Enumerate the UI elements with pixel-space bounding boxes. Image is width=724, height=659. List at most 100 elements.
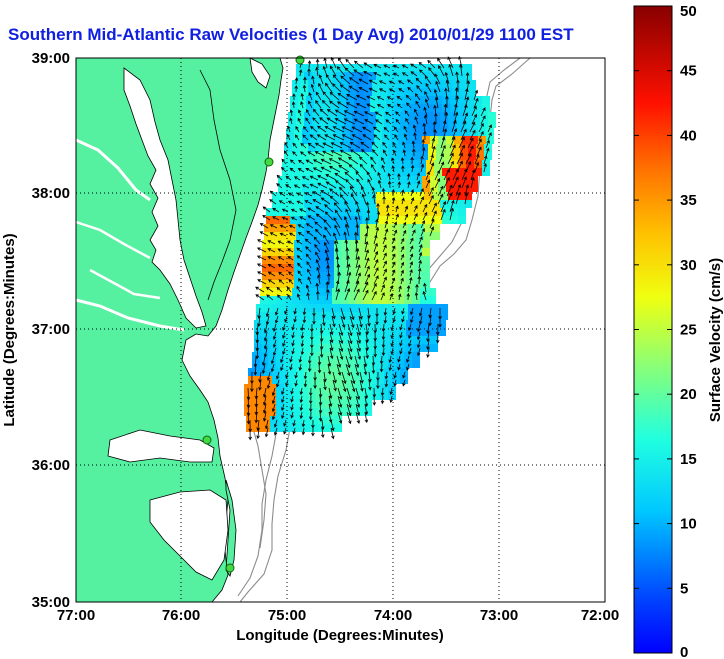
velocity-arrow [343, 110, 356, 117]
velocity-cell [392, 232, 400, 240]
velocity-cell [316, 152, 324, 160]
velocity-arrow [277, 256, 285, 261]
velocity-arrow [435, 80, 441, 93]
velocity-cell [430, 344, 438, 352]
velocity-cell [442, 160, 450, 168]
velocity-cell [366, 336, 374, 344]
green-circle-icon [264, 157, 274, 167]
velocity-arrow [306, 261, 312, 269]
velocity-cell [270, 336, 278, 344]
velocity-cell [368, 312, 376, 320]
velocity-arrow [310, 83, 315, 93]
velocity-cell [446, 128, 454, 136]
velocity-cell [366, 328, 374, 336]
velocity-cell [270, 256, 278, 264]
velocity-arrow [318, 411, 323, 422]
velocity-cell [410, 96, 418, 104]
velocity-arrow [308, 100, 313, 109]
velocity-cell [354, 104, 362, 112]
velocity-cell [310, 176, 318, 184]
velocity-arrow [337, 157, 350, 165]
velocity-arrow [465, 72, 470, 85]
velocity-cell [342, 256, 350, 264]
velocity-arrow [359, 371, 364, 384]
velocity-cell [252, 384, 260, 392]
velocity-cell [344, 72, 352, 80]
velocity-arrow [406, 172, 411, 181]
velocity-cell [374, 248, 382, 256]
velocity-arrow [401, 72, 409, 77]
velocity-arrow [310, 125, 318, 133]
velocity-cell [336, 192, 344, 200]
velocity-arrow [400, 237, 405, 245]
velocity-arrow [315, 282, 320, 293]
velocity-arrow [315, 58, 320, 69]
velocity-arrow [298, 159, 305, 165]
velocity-cell [410, 104, 418, 112]
velocity-cell [418, 96, 426, 104]
velocity-cell [412, 296, 420, 304]
velocity-arrow [364, 232, 368, 245]
velocity-arrow [389, 285, 394, 293]
velocity-arrow [293, 176, 301, 181]
velocity-arrow [278, 200, 286, 205]
velocity-arrow [269, 199, 277, 205]
velocity-arrow [379, 363, 384, 373]
velocity-cell [460, 144, 468, 152]
velocity-cell [436, 152, 444, 160]
velocity-cell [448, 112, 456, 120]
velocity-arrow [382, 195, 386, 205]
velocity-cell [404, 80, 412, 88]
velocity-arrow [340, 75, 351, 85]
velocity-cell [398, 256, 406, 264]
velocity-cell [474, 104, 482, 112]
velocity-arrow [373, 259, 379, 269]
velocity-arrow [353, 118, 365, 125]
velocity-arrow [329, 188, 340, 197]
velocity-arrow [385, 111, 392, 117]
velocity-arrow [279, 232, 287, 237]
velocity-arrow [312, 316, 316, 325]
velocity-arrow [322, 150, 334, 157]
velocity-cell [420, 80, 428, 88]
velocity-arrow [336, 101, 349, 109]
velocity-arrow [288, 232, 296, 237]
velocity-arrow [372, 395, 377, 406]
velocity-arrow [339, 84, 351, 93]
velocity-arrow [267, 256, 276, 261]
velocity-arrow [325, 181, 337, 189]
velocity-cell [360, 224, 368, 232]
velocity-cell [332, 88, 340, 96]
velocity-arrow [478, 130, 484, 141]
velocity-arrow [293, 307, 297, 315]
velocity-arrow [364, 240, 369, 253]
velocity-cell [352, 304, 360, 312]
velocity-arrow [401, 165, 405, 173]
velocity-cell [438, 328, 446, 336]
velocity-arrow [355, 255, 360, 269]
velocity-arrow [410, 156, 414, 165]
velocity-cell [412, 88, 420, 96]
velocity-cell [292, 408, 300, 416]
velocity-cell [382, 240, 390, 248]
velocity-arrow [348, 164, 359, 173]
velocity-arrow [376, 210, 381, 221]
velocity-cell [282, 208, 290, 216]
colorbar-tick-label: 0 [680, 644, 688, 659]
velocity-arrow [367, 315, 371, 327]
velocity-arrow [446, 192, 453, 205]
velocity-arrow [272, 216, 280, 221]
velocity-cell [448, 64, 456, 72]
velocity-cell [430, 336, 438, 344]
velocity-arrow [376, 202, 380, 212]
velocity-arrow [278, 279, 285, 285]
velocity-arrow [262, 214, 271, 221]
velocity-cell [322, 96, 330, 104]
velocity-arrow [370, 163, 377, 173]
velocity-cell [322, 104, 330, 112]
velocity-arrow [393, 221, 398, 229]
velocity-arrow [344, 288, 351, 301]
velocity-arrow [363, 355, 368, 368]
velocity-cell [324, 144, 332, 152]
velocity-arrow [274, 315, 279, 324]
